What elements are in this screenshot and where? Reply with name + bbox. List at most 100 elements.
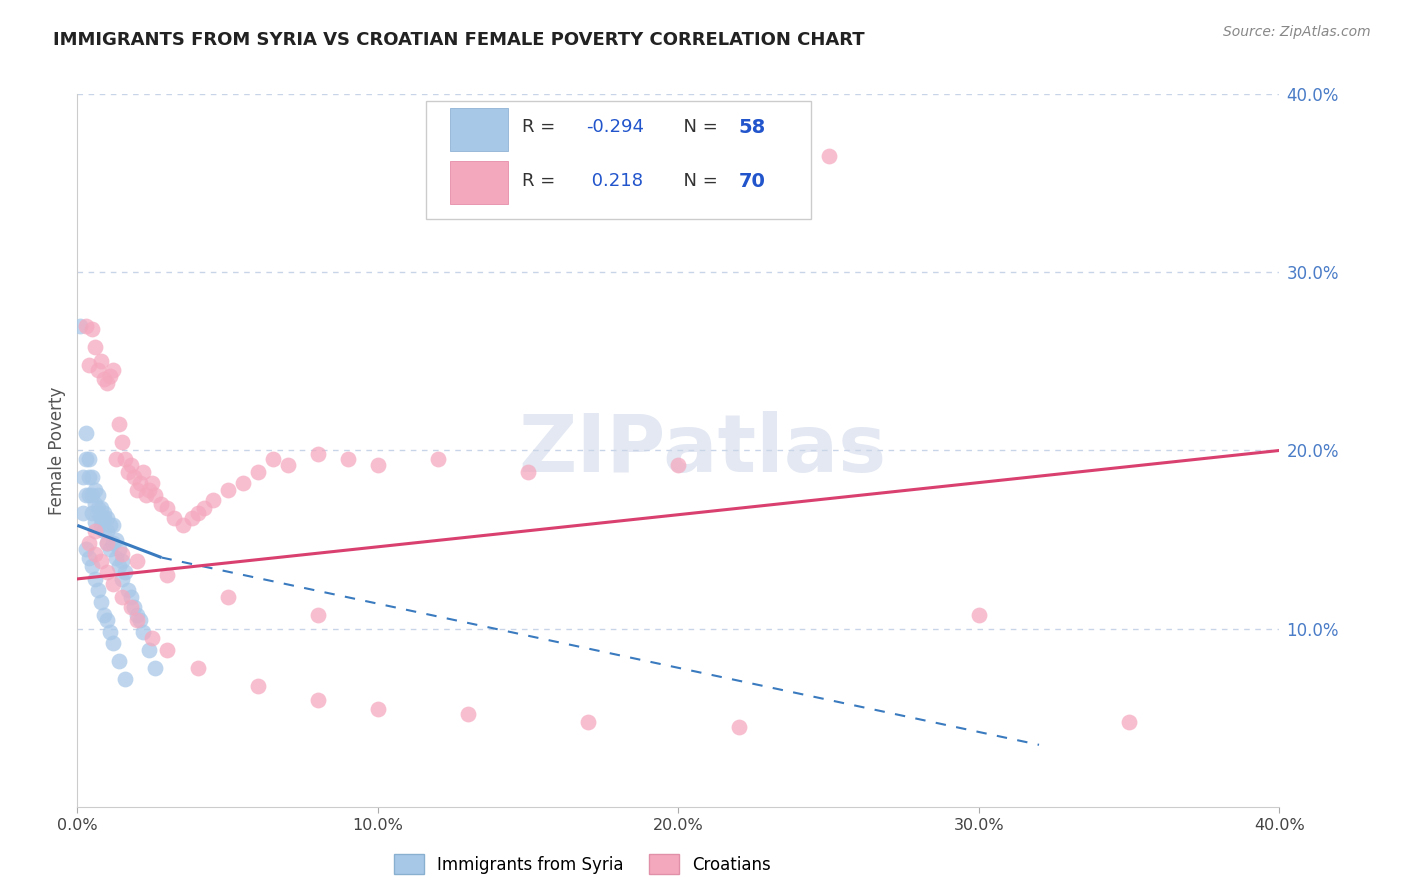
- Point: [156, 643, 179, 657]
- Point: [96, 376, 118, 390]
- Point: [79, 452, 101, 467]
- Point: [79, 470, 101, 484]
- Point: [307, 607, 329, 622]
- Point: [103, 536, 125, 550]
- Point: [246, 465, 269, 479]
- Point: [156, 500, 179, 515]
- Point: [90, 500, 112, 515]
- Point: [427, 452, 450, 467]
- Point: [127, 554, 149, 568]
- Point: [246, 679, 269, 693]
- Point: [108, 417, 131, 431]
- Point: [141, 475, 163, 490]
- Point: [120, 458, 142, 472]
- Point: [75, 425, 97, 440]
- Point: [114, 672, 136, 686]
- Point: [105, 550, 128, 565]
- Point: [277, 458, 299, 472]
- Text: -0.294: -0.294: [586, 119, 644, 136]
- Point: [114, 452, 136, 467]
- Point: [668, 458, 690, 472]
- Point: [517, 465, 540, 479]
- Point: [124, 470, 146, 484]
- Text: IMMIGRANTS FROM SYRIA VS CROATIAN FEMALE POVERTY CORRELATION CHART: IMMIGRANTS FROM SYRIA VS CROATIAN FEMALE…: [53, 31, 865, 49]
- Point: [79, 358, 101, 372]
- Point: [129, 475, 152, 490]
- Point: [96, 524, 118, 538]
- Point: [93, 524, 115, 538]
- Point: [100, 368, 122, 383]
- Point: [103, 363, 125, 377]
- Point: [217, 483, 239, 497]
- Text: R =: R =: [522, 119, 561, 136]
- Point: [129, 613, 152, 627]
- Point: [103, 636, 125, 650]
- Point: [120, 590, 142, 604]
- Point: [108, 654, 131, 668]
- Point: [127, 607, 149, 622]
- Point: [111, 547, 134, 561]
- Point: [84, 340, 107, 354]
- Point: [111, 554, 134, 568]
- Point: [187, 506, 209, 520]
- Point: [576, 714, 599, 729]
- Point: [457, 707, 479, 722]
- Text: R =: R =: [522, 172, 561, 190]
- Point: [141, 631, 163, 645]
- Point: [93, 511, 115, 525]
- Point: [187, 661, 209, 675]
- Point: [114, 565, 136, 579]
- Point: [232, 475, 254, 490]
- Point: [162, 511, 184, 525]
- Point: [145, 661, 167, 675]
- Point: [217, 590, 239, 604]
- Point: [75, 318, 97, 333]
- Point: [727, 720, 749, 734]
- Point: [72, 506, 94, 520]
- Point: [111, 590, 134, 604]
- Point: [82, 506, 104, 520]
- Point: [138, 483, 160, 497]
- Point: [103, 577, 125, 591]
- Text: N =: N =: [672, 172, 724, 190]
- Point: [82, 470, 104, 484]
- Point: [105, 533, 128, 547]
- Point: [87, 506, 110, 520]
- Point: [90, 518, 112, 533]
- Point: [150, 497, 173, 511]
- Text: ZIPatlas: ZIPatlas: [519, 411, 887, 490]
- Point: [127, 483, 149, 497]
- Point: [145, 488, 167, 502]
- Point: [82, 559, 104, 574]
- Point: [132, 465, 155, 479]
- Point: [96, 511, 118, 525]
- Point: [132, 625, 155, 640]
- Point: [69, 318, 91, 333]
- Text: Source: ZipAtlas.com: Source: ZipAtlas.com: [1223, 25, 1371, 39]
- Legend: Immigrants from Syria, Croatians: Immigrants from Syria, Croatians: [387, 847, 778, 881]
- Point: [117, 465, 139, 479]
- Point: [367, 702, 389, 716]
- Y-axis label: Female Poverty: Female Poverty: [48, 386, 66, 515]
- Point: [817, 149, 839, 163]
- FancyBboxPatch shape: [450, 161, 508, 204]
- Point: [87, 488, 110, 502]
- Point: [75, 452, 97, 467]
- Point: [127, 613, 149, 627]
- Point: [193, 500, 215, 515]
- Point: [111, 572, 134, 586]
- Point: [367, 458, 389, 472]
- Point: [75, 541, 97, 556]
- Point: [82, 488, 104, 502]
- Point: [93, 372, 115, 386]
- Point: [87, 363, 110, 377]
- Point: [84, 483, 107, 497]
- Point: [967, 607, 990, 622]
- Point: [100, 518, 122, 533]
- Point: [96, 613, 118, 627]
- Text: 58: 58: [738, 118, 766, 136]
- Point: [75, 488, 97, 502]
- Point: [84, 515, 107, 529]
- Point: [108, 541, 131, 556]
- Point: [124, 600, 146, 615]
